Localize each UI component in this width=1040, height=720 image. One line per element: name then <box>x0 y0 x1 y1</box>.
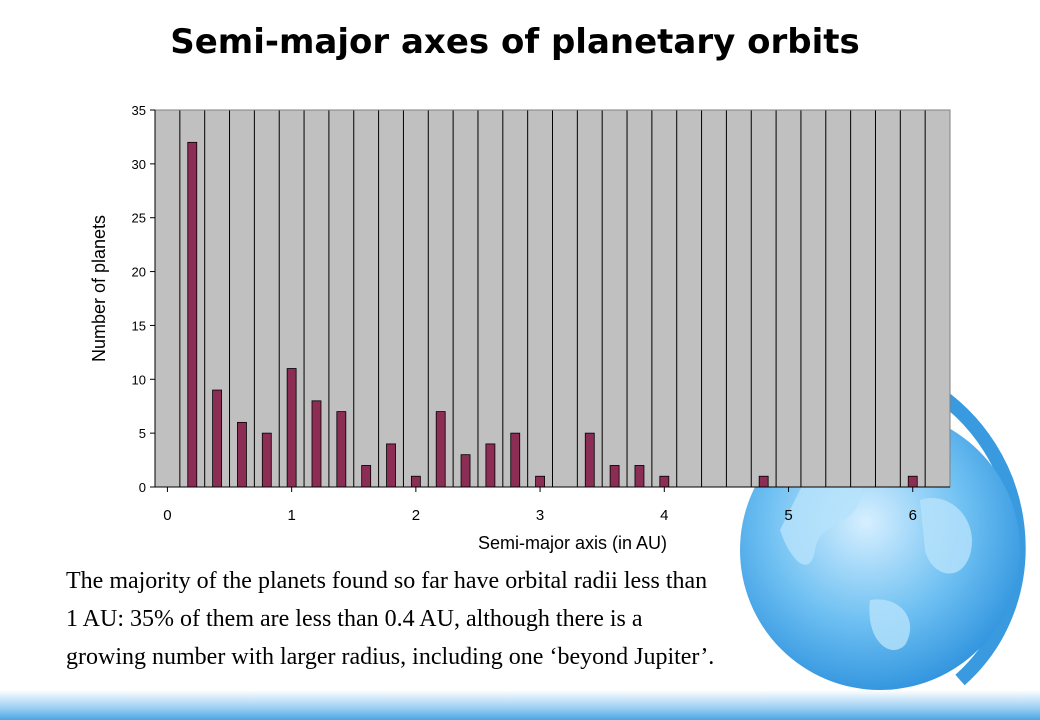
y-tick-label: 10 <box>132 372 146 387</box>
x-tick-label: 5 <box>784 507 792 524</box>
bar <box>410 475 421 488</box>
caption: The majority of the planets found so far… <box>66 562 966 676</box>
x-tick-label: 2 <box>412 507 420 524</box>
bar <box>634 465 645 488</box>
bar <box>386 443 396 488</box>
y-axis-label: Number of planets <box>89 215 109 362</box>
x-axis-label: Semi-major axis (in AU) <box>478 533 667 553</box>
bar <box>460 454 471 488</box>
x-tick-label: 3 <box>536 507 544 524</box>
x-tick-label: 4 <box>660 507 668 524</box>
bottom-band <box>0 690 1040 720</box>
bar <box>609 465 620 488</box>
bar <box>907 475 918 488</box>
x-tick-label: 1 <box>287 507 295 524</box>
y-tick-label: 20 <box>132 265 146 280</box>
y-tick-label: 25 <box>132 211 146 226</box>
caption-line-2: 1 AU: 35% of them are less than 0.4 AU, … <box>66 606 643 632</box>
bar <box>659 475 670 488</box>
caption-line-1: The majority of the planets found so far… <box>66 568 708 594</box>
bar <box>336 411 347 488</box>
bar <box>187 141 198 488</box>
bar <box>286 368 297 488</box>
bar <box>261 432 272 488</box>
bar <box>435 411 446 488</box>
y-tick-label: 30 <box>132 157 146 172</box>
x-tick-label: 6 <box>909 507 917 524</box>
bar <box>311 400 322 488</box>
slide-title: Semi-major axes of planetary orbits <box>170 22 860 62</box>
bar <box>510 432 521 488</box>
bar-chart: 0 5 10 15 20 25 30 35 0 1 2 3 4 5 6 Semi-major axis (in… <box>89 103 951 553</box>
bar <box>758 475 769 488</box>
caption-line-3: growing number with larger radius, inclu… <box>66 644 715 670</box>
y-tick-label: 15 <box>132 318 146 333</box>
bar <box>212 389 223 488</box>
bar <box>535 475 545 488</box>
y-tick-label: 35 <box>132 103 146 118</box>
bar <box>485 443 496 488</box>
bar <box>584 432 595 488</box>
bar <box>237 421 247 488</box>
y-tick-label: 5 <box>139 426 146 441</box>
y-tick-label: 0 <box>139 480 146 495</box>
bar <box>361 465 372 488</box>
x-tick-label: 0 <box>163 507 171 524</box>
